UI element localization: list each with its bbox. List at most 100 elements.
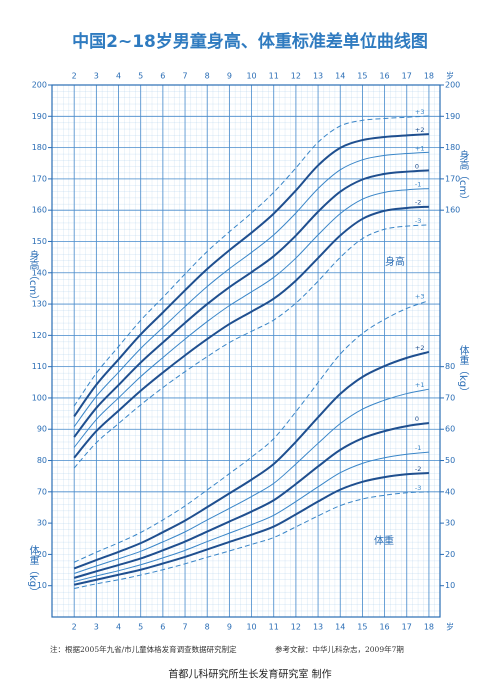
x-tick-label-top: 11	[269, 72, 279, 81]
x-tick-label-top: 13	[313, 72, 323, 81]
x-tick-label-top: 7	[182, 72, 187, 81]
y2-tick-label: 30	[445, 519, 455, 528]
x-tick-label-bottom: 4	[116, 623, 121, 632]
y-axis-label-right: 身高（cm）	[457, 149, 469, 205]
y2-tick-label-left: 20	[37, 550, 47, 559]
x-tick-label-top: 14	[335, 72, 345, 81]
plot-frame	[51, 84, 441, 618]
y2-tick-label: 40	[445, 487, 455, 496]
x-tick-label-top: 9	[227, 72, 232, 81]
y2-tick-label-left: 30	[37, 519, 47, 528]
y-tick-label-right: 180	[445, 143, 460, 152]
x-tick-label-bottom: 5	[138, 623, 143, 632]
y-tick-label: 110	[32, 362, 47, 371]
y-axis-label: 身高（cm）	[27, 249, 39, 305]
x-tick-label-top: 4	[116, 72, 121, 81]
curve-label: 0	[415, 415, 419, 423]
x-tick-label-top: 15	[357, 72, 367, 81]
y2-axis-label: 体重（kg）	[457, 345, 469, 397]
x-tick-label-bottom: 6	[160, 623, 165, 632]
weight-region-label: 体重	[374, 534, 394, 547]
x-tick-label-bottom: 13	[313, 623, 323, 632]
producer: 首都儿科研究所生长发育研究室 制作	[168, 668, 331, 681]
x-tick-label-top: 6	[160, 72, 165, 81]
curve-label: +3	[415, 293, 425, 301]
x-tick-label-bottom: 12	[291, 623, 301, 632]
y-tick-label: 200	[32, 81, 47, 90]
sd-curve	[73, 151, 429, 428]
x-tick-label-bottom: 16	[379, 623, 389, 632]
x-tick-label-bottom: 11	[269, 623, 279, 632]
curve-label: +2	[415, 126, 425, 134]
x-tick-label-top: 18	[424, 72, 434, 81]
y2-tick-label: 50	[445, 456, 455, 465]
x-tick-label-top: 2	[72, 72, 77, 81]
grid	[52, 84, 440, 617]
x-tick-label-top: 16	[379, 72, 389, 81]
y-tick-label: 100	[32, 393, 47, 402]
sd-curve	[73, 224, 429, 469]
y-tick-label-right: 190	[445, 112, 460, 121]
chart-title: 中国2~18岁男童身高、体重标准差单位曲线图	[72, 31, 428, 52]
curve-label: -3	[415, 217, 421, 225]
curve-label: +2	[415, 344, 425, 352]
y-tick-label: 130	[32, 300, 47, 309]
x-tick-label-bottom: 10	[246, 623, 256, 632]
x-tick-label-bottom: 3	[94, 623, 99, 632]
x-tick-label-bottom: 2	[72, 623, 77, 632]
sd-curve	[73, 169, 429, 438]
y-tick-label: 150	[32, 237, 47, 246]
x-tick-label-top: 10	[246, 72, 256, 81]
y2-tick-label: 10	[445, 581, 455, 590]
x-tick-label-top: 12	[291, 72, 301, 81]
x-tick-label-bottom: 15	[357, 623, 367, 632]
y-tick-label: 120	[32, 331, 47, 340]
y-tick-label: 180	[32, 143, 47, 152]
plot-area	[52, 85, 440, 617]
y-tick-label: 80	[37, 456, 47, 465]
sd-curve	[73, 188, 429, 448]
sd-curve	[73, 350, 430, 570]
curve-label: 0	[415, 162, 419, 170]
x-tick-label-top: 8	[205, 72, 210, 81]
sd-curve	[74, 388, 430, 574]
y-tick-label: 170	[32, 174, 47, 183]
curve-label: +3	[415, 108, 425, 116]
curve-label: -2	[415, 465, 421, 473]
x-tick-label-top: 17	[402, 72, 412, 81]
curve-label: -1	[415, 181, 421, 189]
y-tick-label: 190	[32, 112, 47, 121]
curve-label: -3	[415, 484, 421, 492]
sd-curve	[74, 451, 429, 583]
x-tick-label-bottom: 8	[205, 623, 210, 632]
x-tick-label-top: 3	[94, 72, 99, 81]
curve-label: +1	[415, 144, 425, 152]
y2-tick-label: 70	[445, 393, 455, 402]
x-tick-label-bottom: 7	[182, 623, 187, 632]
sd-curve	[73, 300, 430, 563]
y-tick-label-right: 160	[445, 206, 460, 215]
y-tick-label: 160	[32, 206, 47, 215]
y2-tick-label: 60	[445, 425, 455, 434]
note-source: 注：根据2005年九省/市儿童体格发育调查数据研究制定	[50, 644, 237, 654]
x-tick-label-bottom: 9	[227, 623, 232, 632]
y-tick-label-right: 200	[445, 81, 460, 90]
y-tick-label: 140	[32, 268, 47, 277]
height-region-label: 身高	[385, 255, 405, 268]
sd-curve	[73, 472, 429, 586]
y-tick-label: 90	[37, 425, 47, 434]
curve-label: -1	[415, 444, 421, 452]
y2-tick-label: 20	[445, 550, 455, 559]
curves	[73, 115, 430, 590]
sd-curve	[73, 115, 429, 407]
x-unit-top: 岁	[446, 71, 454, 81]
y2-axis-label-left: 体重（kg）	[27, 545, 39, 597]
x-tick-label-bottom: 17	[402, 623, 412, 632]
y-tick-label: 70	[37, 487, 47, 496]
sd-curve	[73, 133, 429, 417]
sd-curve	[73, 205, 429, 459]
y-tick-label-right: 170	[445, 174, 460, 183]
x-tick-label-bottom: 18	[424, 623, 434, 632]
x-tick-label-top: 5	[138, 72, 143, 81]
